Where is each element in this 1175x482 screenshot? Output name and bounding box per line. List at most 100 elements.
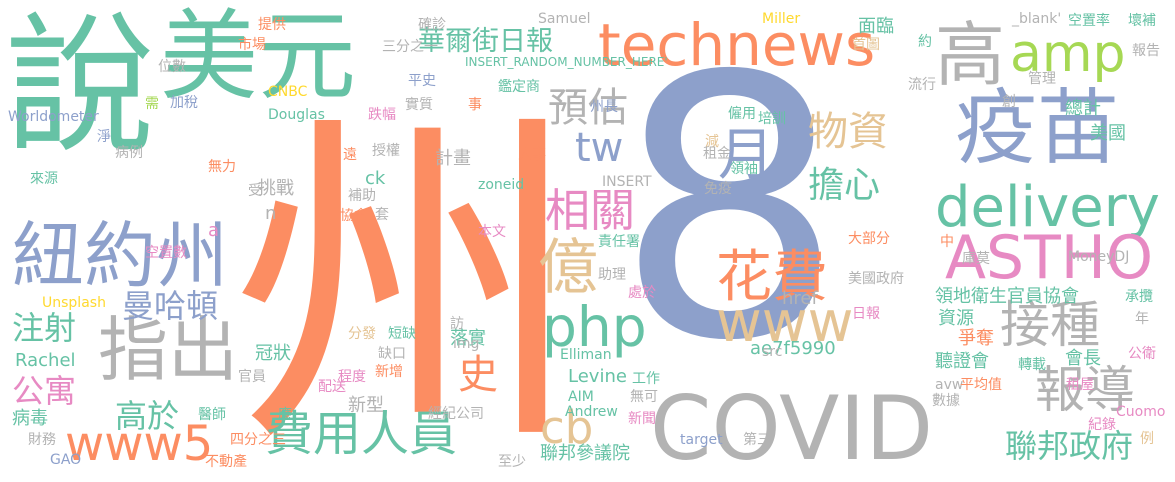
word-cloud-term: Cuomo bbox=[1116, 404, 1166, 420]
word-cloud-term: 轉載 bbox=[1018, 357, 1046, 373]
word-cloud-term: 事 bbox=[468, 97, 482, 113]
word-cloud-term: 鑑定商 bbox=[498, 79, 540, 95]
word-cloud-term: 挑戰 bbox=[258, 178, 294, 199]
word-cloud-term: 財務 bbox=[28, 432, 56, 448]
word-cloud-term: Unsplash bbox=[42, 295, 106, 311]
word-cloud-term: 空置率 bbox=[1068, 13, 1110, 29]
word-cloud-term: 公衛 bbox=[1128, 346, 1156, 362]
word-cloud-term: 注射 bbox=[12, 309, 77, 347]
word-cloud-term: AIM bbox=[568, 389, 594, 405]
word-cloud-term: 處於 bbox=[628, 285, 656, 301]
word-cloud-term: 流行 bbox=[908, 77, 936, 93]
word-cloud-term: www5 bbox=[65, 416, 214, 472]
word-cloud-term: 短缺 bbox=[388, 326, 416, 342]
word-cloud-term: 減 bbox=[705, 134, 719, 150]
word-cloud-term: Douglas bbox=[268, 107, 325, 123]
word-cloud-term: 第三 bbox=[743, 432, 771, 448]
word-cloud-term: 聯邦政府 bbox=[1005, 427, 1134, 465]
word-cloud-term: 報導 bbox=[1035, 361, 1135, 419]
word-cloud-term: 工作 bbox=[632, 371, 660, 387]
word-cloud-term: 四分之三 bbox=[230, 432, 286, 448]
word-cloud-term: 人事 bbox=[518, 147, 546, 163]
word-cloud-term: 配送 bbox=[318, 379, 346, 395]
word-cloud-term: tw bbox=[575, 125, 624, 171]
word-cloud-term: 空置數 bbox=[145, 245, 187, 261]
word-cloud-term: 受 bbox=[248, 183, 262, 199]
word-cloud-term: 指出 bbox=[98, 309, 238, 391]
word-cloud-term: Worldometer bbox=[8, 109, 99, 125]
word-cloud-term: target bbox=[680, 432, 723, 448]
word-cloud-term: 新聞 bbox=[628, 411, 656, 427]
word-cloud-term: 病例 bbox=[115, 145, 143, 161]
word-cloud-term: 遠 bbox=[343, 147, 357, 163]
word-cloud-term: 新增 bbox=[375, 364, 403, 380]
word-cloud-term: 平史 bbox=[408, 73, 436, 89]
word-cloud-term: 協會 bbox=[340, 208, 368, 224]
word-cloud-term: 助理 bbox=[598, 267, 626, 283]
word-cloud-term: delivery bbox=[935, 175, 1160, 240]
word-cloud-term: 提供 bbox=[258, 17, 286, 33]
word-cloud-term: 億 bbox=[538, 233, 598, 303]
word-cloud-term: 位數 bbox=[158, 59, 186, 75]
word-cloud-term: href bbox=[782, 288, 818, 309]
word-cloud-term: 責任署 bbox=[598, 234, 640, 250]
word-cloud-term: 加稅 bbox=[170, 95, 198, 111]
word-cloud-term: amp bbox=[1010, 24, 1126, 84]
word-cloud-term: 不動產 bbox=[205, 454, 247, 470]
word-cloud-term: 例 bbox=[1140, 431, 1154, 447]
word-cloud-term: 平均值 bbox=[960, 377, 1002, 393]
word-cloud-term: 擔心 bbox=[808, 165, 881, 206]
word-cloud-term: 至少 bbox=[498, 454, 526, 470]
word-cloud-term: 壞補 bbox=[1128, 13, 1156, 29]
word-cloud-term: 租屋 bbox=[1066, 377, 1094, 393]
word-cloud-term: 跌幅 bbox=[368, 107, 396, 123]
word-cloud-term: 物資 bbox=[808, 109, 888, 155]
word-cloud-term: 無力 bbox=[208, 159, 236, 175]
word-cloud-term: img bbox=[453, 336, 480, 352]
word-cloud-term: 需 bbox=[145, 96, 159, 112]
word-cloud-term: 聽證會 bbox=[935, 351, 989, 372]
word-cloud-term: 程度 bbox=[338, 369, 366, 385]
word-cloud-term: 接種 bbox=[1000, 296, 1100, 354]
word-cloud-term: 市場 bbox=[238, 37, 266, 53]
word-cloud-term: GAO bbox=[50, 452, 82, 468]
word-cloud-term: 日報 bbox=[852, 306, 880, 322]
word-cloud-term: CNBC bbox=[268, 84, 308, 100]
word-cloud-term: 計畫 bbox=[435, 148, 471, 169]
word-cloud-term: 公寓 bbox=[12, 372, 77, 410]
word-cloud-term: avw bbox=[935, 377, 964, 393]
word-cloud-term: INSERT_RANDOM_NUMBER_HERE' bbox=[465, 55, 668, 69]
word-cloud-term: 來源 bbox=[30, 171, 58, 187]
word-cloud-term: 承攬 bbox=[1125, 289, 1153, 305]
word-cloud-term: cb bbox=[540, 401, 594, 454]
word-cloud-term: 本文 bbox=[478, 224, 506, 240]
word-cloud-term: 缺口 bbox=[378, 346, 406, 362]
word-cloud-term: 大部分 bbox=[848, 231, 890, 247]
word-cloud-term: 報告 bbox=[1132, 43, 1160, 59]
word-cloud-term: 數據 bbox=[932, 393, 960, 409]
word-cloud-term: ASTHO bbox=[945, 223, 1154, 293]
word-cloud-term: 約 bbox=[918, 34, 932, 50]
word-cloud-term: 創 bbox=[1002, 94, 1016, 110]
word-cloud-term: 美國政府 bbox=[848, 271, 904, 287]
word-cloud-term: 僱用 bbox=[728, 106, 756, 122]
word-cloud-term: 訪 bbox=[450, 316, 464, 332]
word-cloud-term: MoneyDJ bbox=[1068, 249, 1130, 265]
word-cloud-term: 中 bbox=[940, 234, 954, 250]
word-cloud-term: 套 bbox=[375, 207, 389, 223]
word-cloud-term: 授權 bbox=[372, 143, 400, 159]
word-cloud-term: 新型 bbox=[348, 395, 384, 416]
word-cloud-term: src bbox=[762, 344, 783, 360]
word-cloud-term: COVID bbox=[650, 377, 934, 480]
word-cloud-term: 花費 bbox=[716, 245, 828, 310]
word-cloud-term: 聯邦參議院 bbox=[540, 443, 630, 464]
word-cloud-term: ae7f5990 bbox=[750, 338, 836, 359]
word-cloud-term: 面臨 bbox=[858, 16, 894, 37]
word-cloud-term: 淨 bbox=[97, 129, 111, 145]
word-cloud-term: Elliman bbox=[560, 347, 612, 363]
word-cloud-term: 高 bbox=[935, 14, 1005, 96]
word-cloud-term: 曼哈頓 bbox=[122, 287, 219, 325]
word-cloud-term: 年 bbox=[1135, 311, 1149, 327]
word-cloud-term: 紐約州 bbox=[12, 214, 229, 298]
